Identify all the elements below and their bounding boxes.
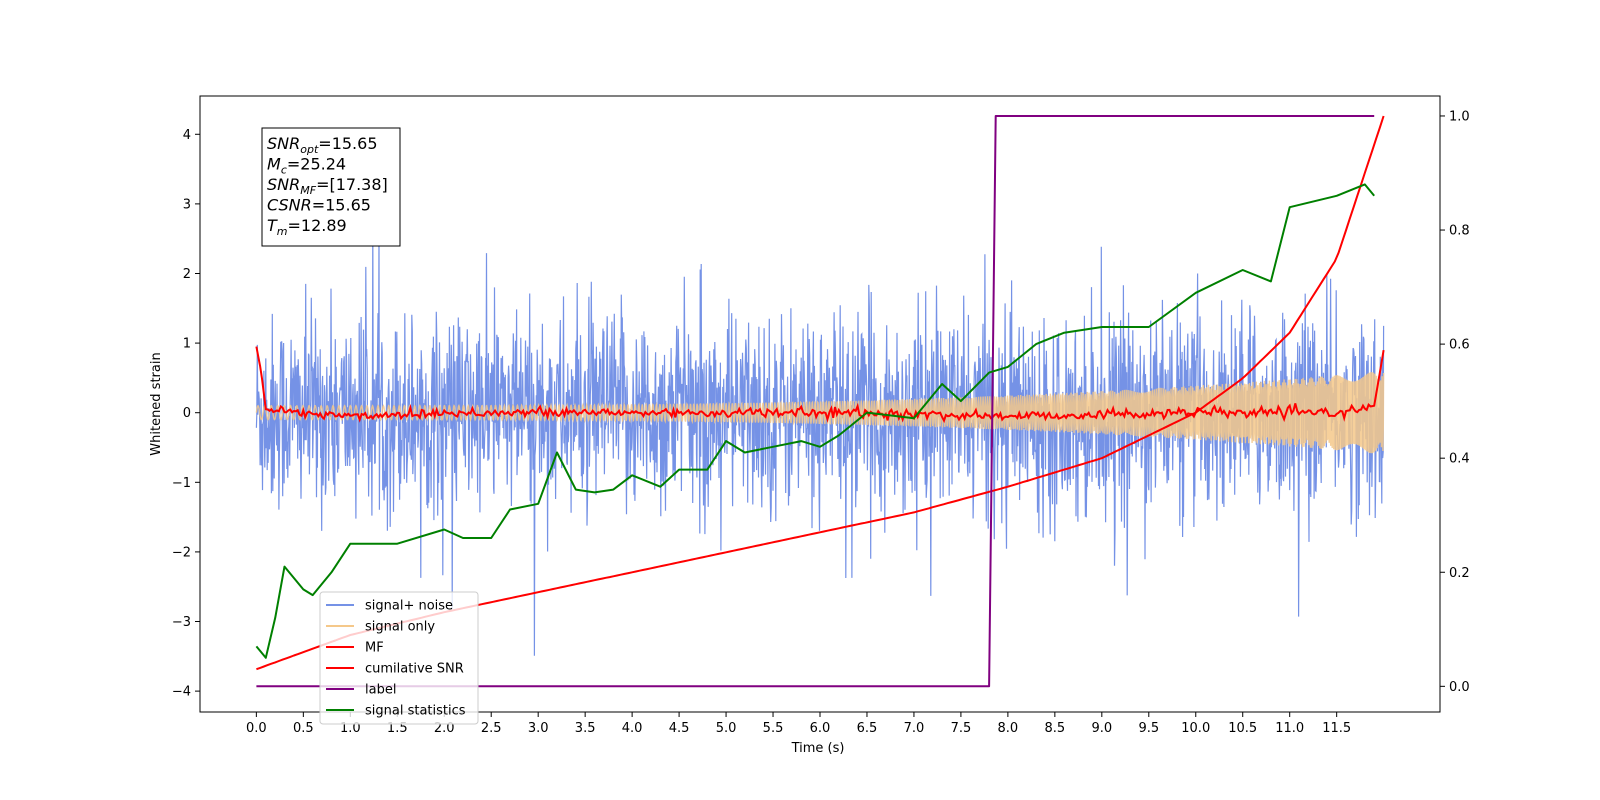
y-tick-label: −2	[172, 545, 191, 560]
legend-label: signal only	[365, 620, 435, 635]
x-tick-label: 5.5	[763, 721, 784, 736]
y-axis-right: 1.0 0.8 0.6 0.4 0.2 0.0	[1440, 109, 1470, 695]
x-tick-label: 8.0	[998, 721, 1019, 736]
info-box-line: CSNR=15.65	[267, 196, 371, 215]
y-tick-label: −3	[172, 615, 191, 630]
x-tick-label: 8.5	[1045, 721, 1066, 736]
y-tick-label: −4	[172, 685, 191, 700]
y2-tick-label: 0.0	[1449, 680, 1470, 695]
legend-label: signal+ noise	[365, 599, 453, 614]
y2-tick-label: 0.4	[1449, 452, 1470, 467]
legend: signal+ noise signal only MF cumilative SNR…	[319, 591, 479, 725]
info-box-line: SNRopt=15.65	[267, 134, 378, 156]
x-tick-label: 6.5	[857, 721, 878, 736]
x-tick-label: 10.5	[1228, 721, 1257, 736]
series-signal-statistics	[255, 183, 1375, 659]
info-box-line: SNRMF=[17.38]	[267, 175, 388, 197]
legend-label: label	[365, 683, 396, 698]
legend-label: cumilative SNR	[365, 662, 464, 677]
x-tick-label: 5.0	[716, 721, 737, 736]
y-tick-label: 4	[183, 128, 191, 143]
x-tick-label: 4.5	[669, 721, 690, 736]
x-tick-label: 9.5	[1138, 721, 1159, 736]
x-tick-label: 11.5	[1322, 721, 1351, 736]
y2-tick-label: 1.0	[1449, 109, 1470, 124]
info-box: SNRopt=15.65Mc=25.24SNRMF=[17.38]CSNR=15…	[261, 127, 401, 247]
y-tick-label: −1	[172, 476, 191, 491]
y-tick-label: 0	[183, 406, 191, 421]
x-tick-label: 1.0	[340, 721, 361, 736]
y-tick-label: 1	[183, 337, 191, 352]
y2-tick-label: 0.6	[1449, 338, 1470, 353]
x-tick-label: 10.0	[1181, 721, 1210, 736]
legend-label: MF	[365, 641, 384, 656]
x-tick-label: 6.0	[810, 721, 831, 736]
x-tick-label: 9.0	[1091, 721, 1112, 736]
x-axis: 0.0 0.5 1.0 1.5 2.0 2.5 3.0 3.5 4.0 4.5 5.0 5.5 6.0 6…	[246, 712, 1351, 736]
x-tick-label: 11.0	[1275, 721, 1304, 736]
x-tick-label: 3.0	[528, 721, 549, 736]
y-axis-label: Whitened strain	[149, 352, 164, 455]
x-tick-label: 0.0	[246, 721, 267, 736]
x-tick-label: 4.0	[622, 721, 643, 736]
x-tick-label: 2.5	[481, 721, 502, 736]
y2-tick-label: 0.2	[1449, 566, 1470, 581]
x-tick-label: 7.0	[904, 721, 925, 736]
y-axis-left: 4 3 2 1 0 −1 −2 −3 −4	[172, 128, 200, 700]
y2-tick-label: 0.8	[1449, 224, 1470, 239]
info-box-frame	[261, 127, 401, 247]
x-tick-label: 2.0	[434, 721, 455, 736]
info-box-line: Tm=12.89	[267, 216, 347, 238]
y-tick-label: 3	[183, 197, 191, 212]
y-tick-label: 2	[183, 267, 191, 282]
x-tick-label: 7.5	[951, 721, 972, 736]
x-tick-label: 1.5	[387, 721, 408, 736]
series-label	[256, 115, 1375, 688]
legend-frame	[319, 591, 479, 725]
x-tick-label: 3.5	[575, 721, 596, 736]
x-tick-label: 0.5	[293, 721, 314, 736]
x-axis-label: Time (s)	[791, 741, 845, 756]
legend-label: signal statistics	[365, 704, 466, 719]
info-box-line: Mc=25.24	[267, 155, 346, 177]
